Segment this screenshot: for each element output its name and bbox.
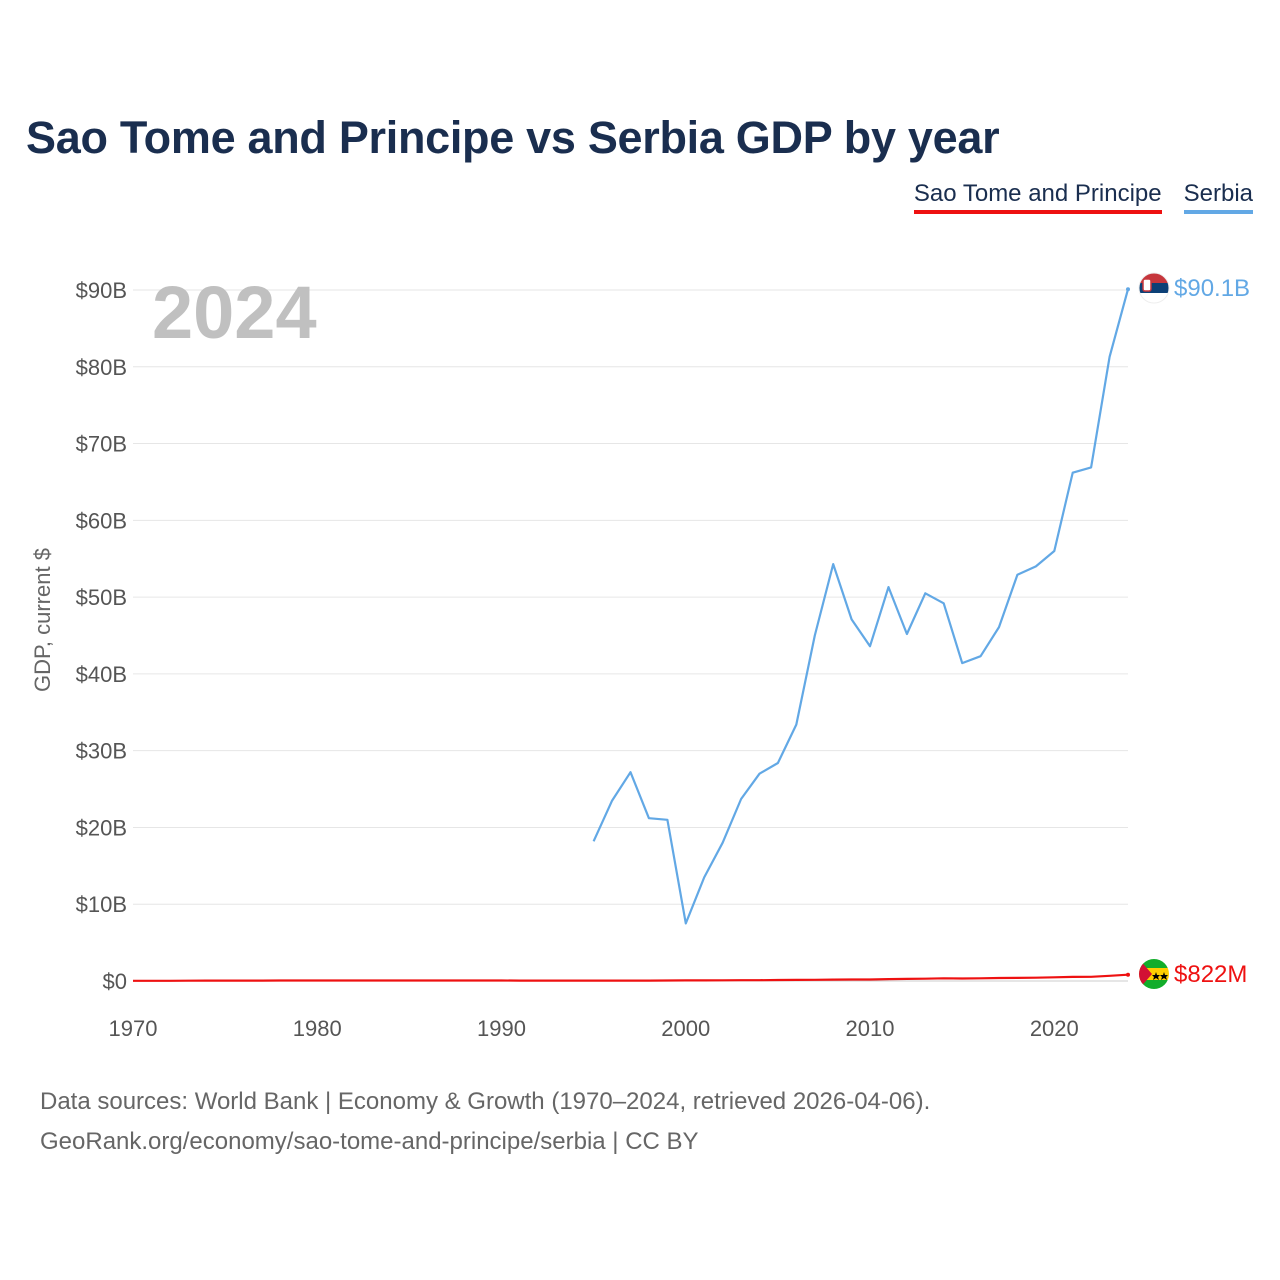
y-tick-label: $50B: [76, 585, 127, 610]
serbia-line: [592, 288, 1130, 925]
sao-tome-line: [133, 973, 1129, 982]
source-line-2[interactable]: GeoRank.org/economy/sao-tome-and-princip…: [40, 1128, 699, 1155]
x-tick-label: 1970: [109, 1016, 158, 1041]
y-tick-label: $10B: [76, 892, 127, 917]
y-tick-label: $90B: [76, 278, 127, 303]
chart-title: Sao Tome and Principe vs Serbia GDP by y…: [26, 112, 1000, 163]
x-axis-ticks: 1970 1980 1990 2000 2010 2020: [109, 1016, 1079, 1041]
serbia-flag-icon: [1138, 272, 1170, 304]
y-axis-ticks: $0 $10B $20B $30B $40B $50B $60B $70B $80B $90B: [76, 278, 127, 994]
source-note: Data sources: World Bank | Economy & Gro…: [40, 1082, 930, 1162]
series-lines: [133, 287, 1130, 982]
gridlines: [133, 289, 1128, 982]
legend-item-sao-tome[interactable]: Sao Tome and Principe: [913, 180, 1162, 214]
series-end-point: [1126, 972, 1130, 977]
y-tick-label: $0: [103, 969, 127, 994]
sao-tome-end-label: $822M: [1174, 961, 1247, 988]
legend: Sao Tome and Principe Serbia: [913, 180, 1253, 214]
x-tick-label: 2010: [846, 1016, 895, 1041]
year-display: 2024: [152, 271, 317, 354]
y-tick-label: $40B: [76, 662, 127, 687]
x-tick-label: 1990: [477, 1016, 526, 1041]
source-line-1: Data sources: World Bank | Economy & Gro…: [40, 1088, 931, 1115]
series-end-point: [1126, 287, 1130, 292]
y-tick-label: $80B: [76, 355, 127, 380]
serbia-end-label: $90.1B: [1174, 275, 1250, 302]
sao-tome-flag-icon: [1139, 959, 1169, 989]
x-tick-label: 2000: [661, 1016, 710, 1041]
x-tick-label: 2020: [1030, 1016, 1079, 1041]
y-tick-label: $60B: [76, 508, 127, 533]
y-axis-label: GDP, current $: [30, 548, 55, 692]
x-tick-label: 1980: [293, 1016, 342, 1041]
y-tick-label: $20B: [76, 815, 127, 840]
y-tick-label: $30B: [76, 739, 127, 764]
y-tick-label: $70B: [76, 432, 127, 457]
legend-item-serbia[interactable]: Serbia: [1183, 180, 1253, 214]
